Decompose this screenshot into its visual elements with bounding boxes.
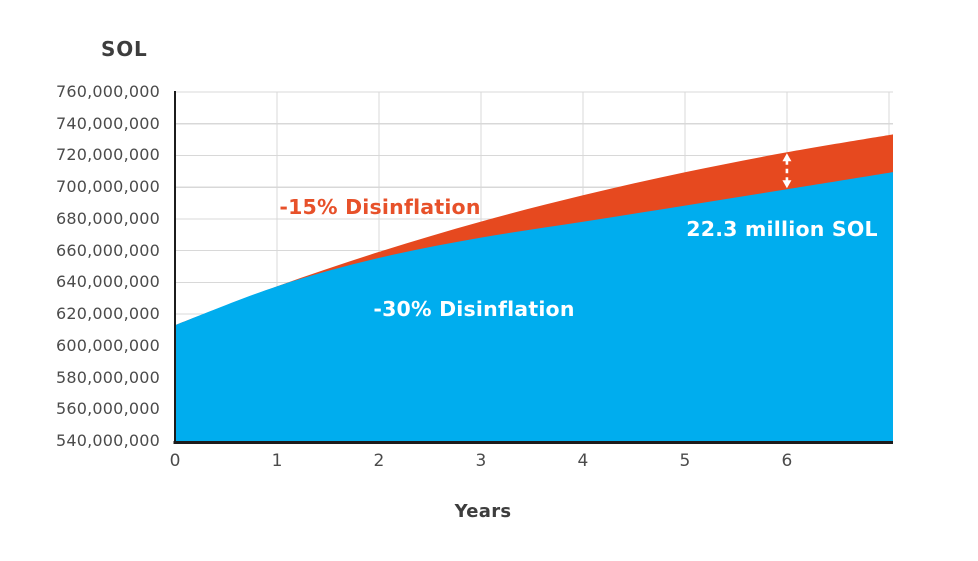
x-tick-label: 2 xyxy=(373,451,385,471)
label-15-disinflation: -15% Disinflation xyxy=(279,195,481,219)
label-gap-sol: 22.3 million SOL xyxy=(686,217,878,241)
gap-arrow-head-up xyxy=(782,153,792,162)
gap-arrow-head-down xyxy=(782,180,792,189)
y-tick-label: 720,000,000 xyxy=(56,145,160,165)
y-tick-label: 640,000,000 xyxy=(56,272,160,292)
x-tick-label: 5 xyxy=(679,451,691,471)
y-tick-label: 760,000,000 xyxy=(56,82,160,101)
y-tick-label: 620,000,000 xyxy=(56,304,160,324)
x-axis-title: Years xyxy=(454,501,512,522)
y-tick-label: 680,000,000 xyxy=(56,208,160,228)
y-tick-label: 660,000,000 xyxy=(56,240,160,260)
y-tick-label: 700,000,000 xyxy=(56,177,160,197)
label-30-disinflation: -30% Disinflation xyxy=(373,297,575,321)
y-axis-title: SOL xyxy=(101,37,148,61)
area-30-disinflation xyxy=(175,172,893,441)
y-tick-label: 600,000,000 xyxy=(56,335,160,355)
x-tick-label: 1 xyxy=(271,451,283,471)
y-tick-label: 540,000,000 xyxy=(56,431,160,450)
y-tick-label: 560,000,000 xyxy=(56,399,160,419)
y-tick-label: 740,000,000 xyxy=(56,113,160,133)
y-tick-label: 580,000,000 xyxy=(56,367,160,387)
gap-arrow xyxy=(782,153,792,189)
x-tick-label: 4 xyxy=(577,451,589,471)
x-tick-label: 0 xyxy=(169,451,181,471)
x-tick-label: 6 xyxy=(781,451,793,471)
x-tick-label: 3 xyxy=(475,451,487,471)
